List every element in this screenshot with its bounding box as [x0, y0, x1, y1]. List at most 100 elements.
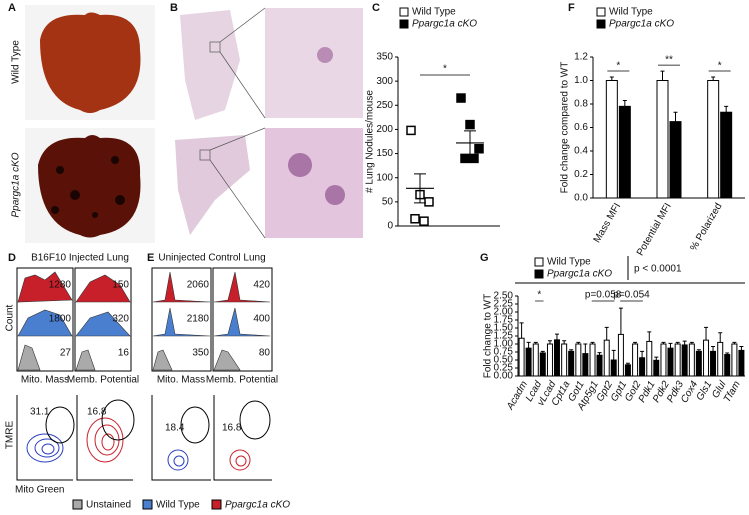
- legend-swatch: [596, 7, 606, 17]
- error-bar: [675, 341, 680, 344]
- histology-zoom: [265, 128, 363, 238]
- point: [419, 216, 429, 226]
- error-bar: [725, 352, 730, 355]
- y-tick-label: 250: [376, 100, 393, 111]
- bar: [553, 339, 560, 377]
- bar: [674, 343, 681, 377]
- error-bar: [540, 350, 545, 353]
- error-bar: [533, 341, 538, 344]
- error-bar: [654, 356, 659, 361]
- error-bar: [569, 349, 574, 352]
- bar: [589, 343, 596, 377]
- point: [469, 153, 479, 164]
- y-tick-label: 1.75: [494, 315, 514, 326]
- mfi: 2180: [187, 314, 210, 325]
- legend-swatch: [534, 257, 544, 267]
- histology-detail: [325, 185, 345, 205]
- histology-detail: [317, 47, 333, 63]
- mfi: 1280: [49, 280, 72, 291]
- bar: [525, 347, 532, 377]
- bar: [618, 105, 631, 199]
- y-tick-label: 0.25: [494, 363, 514, 374]
- bar: [681, 344, 688, 377]
- panel-letter: E: [147, 252, 154, 264]
- legend-swatch: [72, 499, 83, 510]
- error-bar: [711, 346, 716, 352]
- point: [424, 197, 434, 207]
- bar: [639, 357, 646, 377]
- error-bar: [661, 341, 666, 344]
- error-bar: [583, 343, 588, 354]
- y-tick-label: 100: [376, 172, 393, 183]
- axis-label: Count: [5, 304, 16, 331]
- error-bar: [711, 76, 716, 81]
- mfi: 350: [192, 348, 209, 359]
- bar: [518, 337, 525, 377]
- error-bar: [673, 111, 678, 122]
- bar: [667, 347, 674, 377]
- y-tick-label: 0.4: [574, 146, 588, 157]
- panel-letter: D: [8, 252, 16, 264]
- bar: [669, 121, 682, 199]
- error-bar: [519, 322, 524, 339]
- y-tick-label: 1.2: [574, 52, 588, 63]
- hist-frames: [16, 267, 273, 372]
- point: [474, 143, 484, 154]
- bar: [724, 354, 731, 377]
- x-tick-label: Potential MFI: [635, 201, 674, 258]
- error-bar: [576, 341, 581, 344]
- legend-label: Ppargc1a cKO: [547, 269, 612, 280]
- error-bar: [590, 341, 595, 344]
- bar: [656, 80, 669, 199]
- legend-swatch: [399, 7, 409, 17]
- error-bar: [732, 341, 737, 344]
- error-bar: [562, 340, 567, 344]
- bar: [582, 353, 589, 377]
- y-tick-label: 300: [376, 76, 393, 87]
- error-bar: [718, 332, 723, 343]
- mfi: 150: [112, 280, 129, 291]
- error-bar: [704, 326, 709, 341]
- hist-label: Mito. Mass: [21, 375, 69, 386]
- panel-title: B16F10 Injected Lung: [31, 253, 129, 264]
- bar: [738, 349, 745, 377]
- y-tick-label: 0.8: [574, 99, 588, 110]
- bar: [546, 343, 553, 377]
- point: [465, 119, 475, 130]
- bar: [703, 339, 710, 377]
- gate-pct: 31.1: [30, 407, 50, 418]
- legend-label: Wild Type: [156, 500, 200, 511]
- histology: [175, 135, 250, 235]
- mfi: 27: [60, 348, 72, 359]
- error-bar: [660, 70, 665, 81]
- error-bar: [604, 326, 609, 341]
- y-tick-label: 0.75: [494, 347, 514, 358]
- hist-label: Memb. Potential: [67, 375, 139, 386]
- legend-label: Wild Type: [547, 257, 591, 268]
- panel-letter: C: [372, 2, 380, 14]
- y-tick-label: 2.25: [494, 299, 514, 310]
- error-bar: [622, 99, 627, 107]
- point: [406, 125, 416, 136]
- y-tick-label: 0.2: [574, 169, 588, 180]
- contour-axes: [16, 395, 272, 481]
- hist-label: Mito. Mass: [157, 375, 205, 386]
- error-bar: [682, 340, 687, 345]
- legend-swatch: [596, 19, 606, 29]
- histology-zoom: [265, 8, 363, 118]
- error-bar: [633, 341, 638, 344]
- significance: *: [616, 61, 620, 72]
- panel-title: Uninjected Control Lung: [158, 253, 265, 264]
- y-tick-label: 1.0: [574, 75, 588, 86]
- error-bar: [689, 341, 694, 344]
- significance: **: [665, 55, 673, 66]
- y-axis-label: # Lung Nodules/mouse: [365, 90, 376, 193]
- legend-label: Ppargc1a cKO: [412, 19, 477, 30]
- bar: [695, 350, 702, 377]
- mfi: 1800: [49, 314, 72, 325]
- zoom-lines: [199, 7, 266, 239]
- bar: [539, 352, 546, 377]
- y-tick-label: 1.50: [494, 323, 514, 334]
- mfi: 2060: [187, 280, 210, 291]
- point: [456, 93, 466, 103]
